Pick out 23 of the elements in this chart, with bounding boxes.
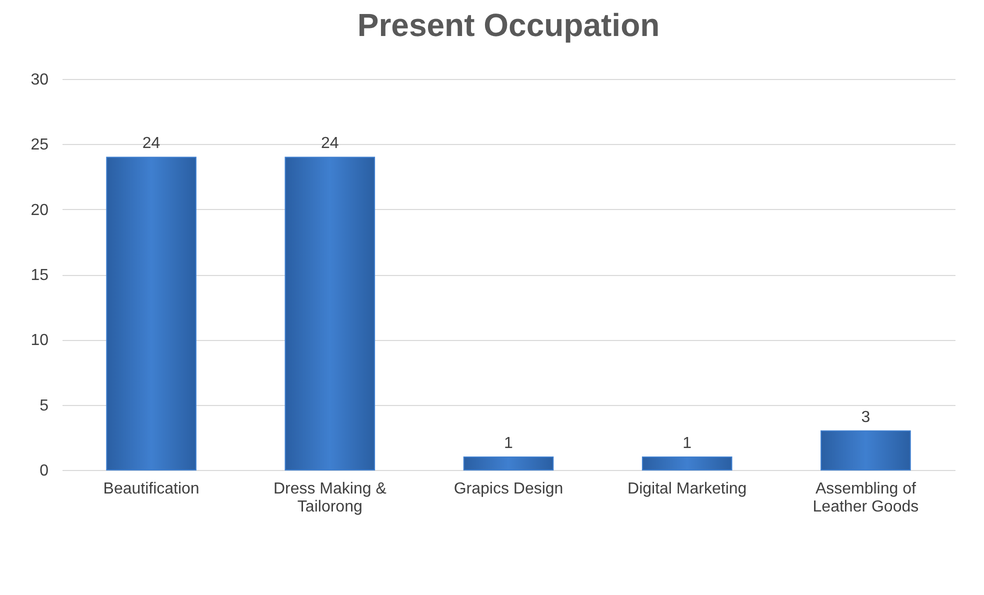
bar bbox=[106, 156, 196, 470]
y-tick-label: 10 bbox=[30, 332, 49, 350]
bar bbox=[642, 456, 732, 470]
y-tick-label: 5 bbox=[40, 397, 49, 414]
data-label: 24 bbox=[321, 135, 339, 152]
data-label: 3 bbox=[861, 408, 870, 426]
x-tick-label: Assembling of Leather Goods bbox=[812, 480, 919, 516]
y-tick-label: 15 bbox=[30, 267, 49, 284]
y-tick-label: 20 bbox=[30, 202, 49, 219]
y-tick-label: 30 bbox=[30, 72, 49, 88]
bar bbox=[463, 456, 554, 470]
data-label: 1 bbox=[504, 434, 514, 452]
y-tick-label: 0 bbox=[40, 462, 49, 480]
x-tick-label: Digital Marketing bbox=[628, 480, 747, 498]
x-tick-label: Beautification bbox=[103, 480, 200, 498]
chart-title: Present Occupation bbox=[357, 7, 660, 43]
bar bbox=[820, 430, 911, 470]
x-tick-label: Dress Making & Tailorong bbox=[273, 480, 387, 516]
data-label: 1 bbox=[682, 434, 692, 452]
y-tick-label: 25 bbox=[30, 136, 49, 154]
data-label: 24 bbox=[142, 135, 160, 152]
bar bbox=[284, 156, 376, 470]
x-tick-label: Grapics Design bbox=[454, 480, 564, 498]
